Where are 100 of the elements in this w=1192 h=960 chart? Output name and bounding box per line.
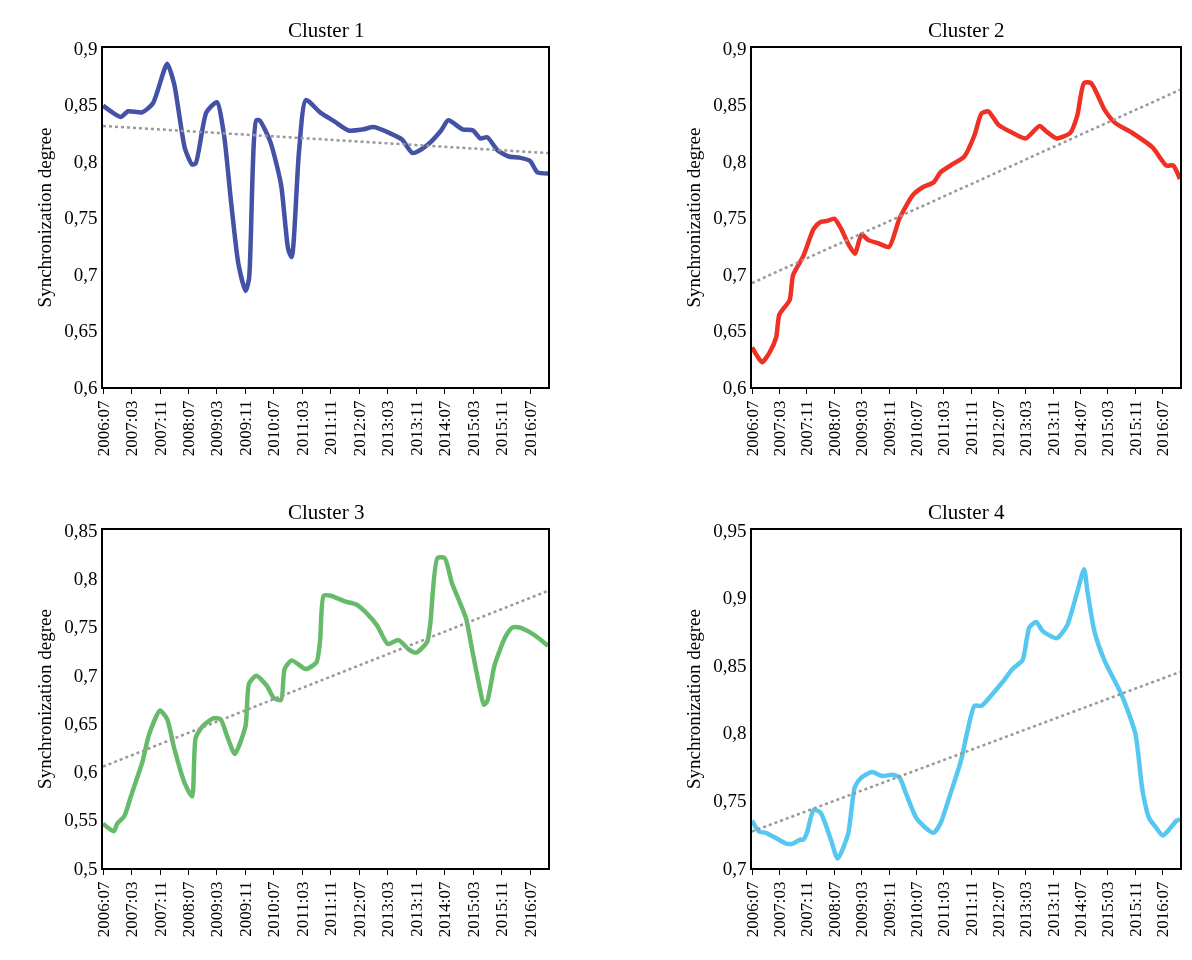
x-tick-label: 2015:03 xyxy=(1098,400,1118,457)
x-tick-label: 2009:11 xyxy=(879,881,899,937)
line-series xyxy=(752,566,1180,861)
x-tick-label: 2013:11 xyxy=(1043,881,1063,937)
line-series xyxy=(103,61,548,294)
x-tick-label: 2007:03 xyxy=(121,881,141,938)
line-series xyxy=(103,555,548,834)
y-tick-label: 0,8 xyxy=(73,150,98,172)
y-axis-title: Synchronization degree xyxy=(33,127,55,308)
y-axis-title: Synchronization degree xyxy=(33,609,55,789)
x-tick-label: 2015:03 xyxy=(463,881,483,938)
y-tick-label: 0,8 xyxy=(722,150,747,172)
x-tick-label: 2015:03 xyxy=(1098,881,1118,938)
x-tick-label: 2008:07 xyxy=(824,881,844,938)
x-tick-label: 2008:07 xyxy=(178,400,198,457)
y-tick-label: 0,9 xyxy=(722,37,747,59)
y-axis-title: Synchronization degree xyxy=(682,127,704,308)
x-tick-label: 2012:07 xyxy=(349,881,369,938)
y-tick-label: 0,5 xyxy=(73,857,98,879)
y-tick-label: 0,8 xyxy=(722,722,747,744)
y-tick-label: 0,85 xyxy=(713,654,747,676)
y-tick-label: 0,65 xyxy=(64,320,98,342)
x-tick-label: 2013:11 xyxy=(406,400,426,456)
x-tick-label: 2015:11 xyxy=(1125,400,1145,456)
x-tick-label: 2014:07 xyxy=(1071,881,1091,938)
x-tick-label: 2015:11 xyxy=(492,400,512,456)
y-tick-label: 0,7 xyxy=(722,263,747,285)
y-tick-label: 0,85 xyxy=(64,519,98,541)
x-tick-label: 2010:07 xyxy=(906,400,926,457)
x-tick-label: 2011:11 xyxy=(961,881,981,937)
x-tick-label: 2011:03 xyxy=(934,881,954,937)
chart-title: Cluster 3 xyxy=(288,500,365,524)
y-tick-label: 0,9 xyxy=(73,37,98,59)
y-tick-label: 0,7 xyxy=(73,664,98,686)
x-tick-label: 2014:07 xyxy=(1071,400,1091,457)
x-tick-label: 2015:11 xyxy=(492,881,512,937)
chart-title: Cluster 1 xyxy=(288,18,365,42)
y-tick-label: 0,65 xyxy=(713,320,747,342)
x-tick-label: 2012:07 xyxy=(989,400,1009,457)
x-tick-label: 2009:03 xyxy=(852,881,872,938)
x-tick-label: 2006:07 xyxy=(93,881,113,938)
x-tick-label: 2011:11 xyxy=(961,400,981,456)
x-tick-label: 2007:11 xyxy=(797,881,817,937)
x-tick-label: 2009:11 xyxy=(236,881,256,937)
y-tick-label: 0,9 xyxy=(722,587,747,609)
x-tick-label: 2008:07 xyxy=(178,881,198,938)
x-tick-label: 2014:07 xyxy=(435,881,455,938)
y-tick-label: 0,85 xyxy=(713,94,747,116)
x-tick-label: 2006:07 xyxy=(93,400,113,457)
x-tick-label: 2011:03 xyxy=(292,881,312,937)
x-tick-label: 2007:11 xyxy=(150,400,170,456)
x-tick-label: 2011:11 xyxy=(321,400,341,456)
x-tick-label: 2006:07 xyxy=(742,400,762,457)
x-tick-label: 2013:11 xyxy=(406,881,426,937)
y-tick-label: 0,6 xyxy=(73,761,98,783)
x-tick-label: 2015:03 xyxy=(463,400,483,457)
x-tick-label: 2009:03 xyxy=(207,881,227,938)
x-tick-label: 2016:07 xyxy=(520,400,540,457)
x-tick-label: 2011:03 xyxy=(934,400,954,456)
x-tick-label: 2016:07 xyxy=(1153,881,1173,938)
y-tick-label: 0,6 xyxy=(722,376,747,398)
x-tick-label: 2011:11 xyxy=(321,881,341,937)
y-tick-label: 0,95 xyxy=(713,519,747,541)
x-tick-label: 2007:11 xyxy=(797,400,817,456)
chart-title: Cluster 2 xyxy=(928,18,1005,42)
x-tick-label: 2010:07 xyxy=(264,400,284,457)
y-tick-label: 0,75 xyxy=(64,616,98,638)
y-tick-label: 0,75 xyxy=(713,207,747,229)
x-tick-label: 2014:07 xyxy=(435,400,455,457)
x-tick-label: 2010:07 xyxy=(264,881,284,938)
y-tick-label: 0,75 xyxy=(64,207,98,229)
x-tick-label: 2007:11 xyxy=(150,881,170,937)
x-tick-label: 2006:07 xyxy=(742,881,762,938)
x-tick-label: 2016:07 xyxy=(1153,400,1173,457)
x-tick-label: 2013:03 xyxy=(378,400,398,457)
x-tick-label: 2008:07 xyxy=(824,400,844,457)
chart-title: Cluster 4 xyxy=(928,500,1005,524)
x-tick-label: 2011:03 xyxy=(292,400,312,456)
x-tick-label: 2013:03 xyxy=(1016,881,1036,938)
x-tick-label: 2009:11 xyxy=(879,400,899,456)
x-tick-label: 2009:03 xyxy=(207,400,227,457)
x-tick-label: 2009:11 xyxy=(236,400,256,456)
x-tick-label: 2007:03 xyxy=(769,881,789,938)
x-tick-label: 2010:07 xyxy=(906,881,926,938)
x-tick-label: 2009:03 xyxy=(852,400,872,457)
y-tick-label: 0,7 xyxy=(73,263,98,285)
y-tick-label: 0,6 xyxy=(73,376,98,398)
y-tick-label: 0,55 xyxy=(64,809,98,831)
x-tick-label: 2016:07 xyxy=(520,881,540,938)
x-tick-label: 2007:03 xyxy=(121,400,141,457)
x-tick-label: 2015:11 xyxy=(1125,881,1145,937)
y-tick-label: 0,8 xyxy=(73,567,98,589)
x-tick-label: 2012:07 xyxy=(349,400,369,457)
y-axis-title: Synchronization degree xyxy=(682,609,704,789)
x-tick-label: 2012:07 xyxy=(989,881,1009,938)
x-tick-label: 2013:03 xyxy=(1016,400,1036,457)
y-tick-label: 0,7 xyxy=(722,857,747,879)
x-tick-label: 2013:11 xyxy=(1043,400,1063,456)
y-tick-label: 0,85 xyxy=(64,94,98,116)
line-series xyxy=(752,80,1180,365)
